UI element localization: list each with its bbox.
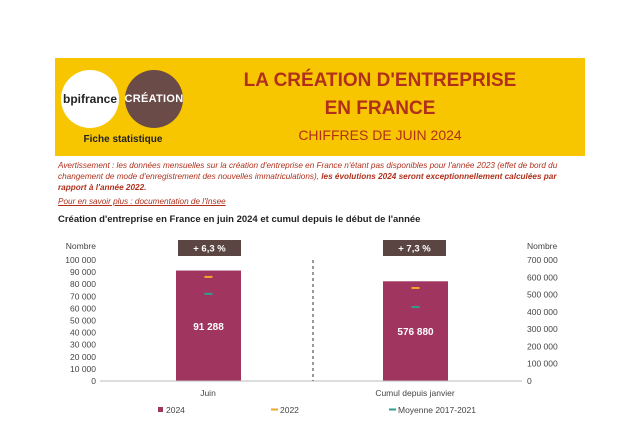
evolution-badge-1	[383, 240, 446, 256]
y-tick-label: 90 000	[70, 267, 96, 277]
y-tick-label: 70 000	[70, 291, 96, 301]
y-tick-label: 40 000	[70, 328, 96, 338]
y-tick-label: 600 000	[527, 272, 558, 282]
y-tick-label: 50 000	[70, 316, 96, 326]
evolution-label: + 7,3 %	[398, 244, 431, 255]
page-title-line1: LA CRÉATION D'ENTREPRISE	[243, 70, 517, 91]
y-tick-label: 80 000	[70, 279, 96, 289]
y-tick-label: 100 000	[527, 359, 558, 369]
evolution-label: + 6,3 %	[193, 244, 226, 255]
y-tick-label: 20 000	[70, 352, 96, 362]
y-tick-label: 10 000	[70, 364, 96, 374]
y-tick-label: 200 000	[527, 341, 558, 351]
evolution-badge-0	[178, 240, 241, 256]
x-category-label: Cumul depuis janvier	[375, 388, 455, 398]
y-tick-label: 500 000	[527, 290, 558, 300]
y-tick-label: 400 000	[527, 307, 558, 317]
y-tick-label: 30 000	[70, 340, 96, 350]
y-tick-label: 700 000	[527, 255, 558, 265]
page-title-line2: EN FRANCE	[324, 98, 436, 119]
fiche-label: Fiche statistique	[83, 134, 163, 145]
bar-2024-0	[176, 270, 241, 381]
y-axis-label-1: Nombre	[527, 241, 558, 251]
bar-value-label: 91 288	[193, 322, 224, 333]
bar-value-label: 576 880	[397, 327, 434, 338]
header-banner: bpifrance CRÉATION Fiche statistique LA …	[55, 58, 585, 156]
y-tick-label: 300 000	[527, 324, 558, 334]
bar-2024-1	[383, 281, 448, 381]
legend-label: 2022	[280, 405, 299, 415]
chart-title: Création d'entreprise en France en juin …	[58, 214, 421, 225]
legend-label: 2024	[166, 405, 185, 415]
y-axis-label-0: Nombre	[66, 241, 97, 251]
y-tick-label: 60 000	[70, 303, 96, 313]
bpifrance-logo[interactable]: bpifrance	[61, 70, 119, 128]
x-category-label: Juin	[200, 388, 216, 398]
legend-swatch-2024	[158, 407, 163, 412]
bpifrance-logo-text: bpifrance	[62, 92, 117, 106]
legend-label: Moyenne 2017-2021	[398, 405, 476, 415]
y-tick-label: 0	[527, 376, 532, 386]
warning-text: Avertissement : les données mensuelles s…	[58, 160, 586, 193]
creation-logo-text: CRÉATION	[124, 93, 184, 105]
y-tick-label: 100 000	[65, 255, 96, 265]
y-tick-label: 0	[91, 376, 96, 386]
insee-doc-link[interactable]: Pour en savoir plus : documentation de l…	[58, 197, 226, 206]
warning-bold: les évolutions 2024 seront exceptionnell…	[58, 172, 557, 192]
page-subtitle: CHIFFRES DE JUIN 2024	[298, 127, 462, 143]
warning-body: Avertissement : les données mensuelles s…	[58, 161, 558, 181]
creation-logo[interactable]: CRÉATION	[124, 70, 184, 128]
